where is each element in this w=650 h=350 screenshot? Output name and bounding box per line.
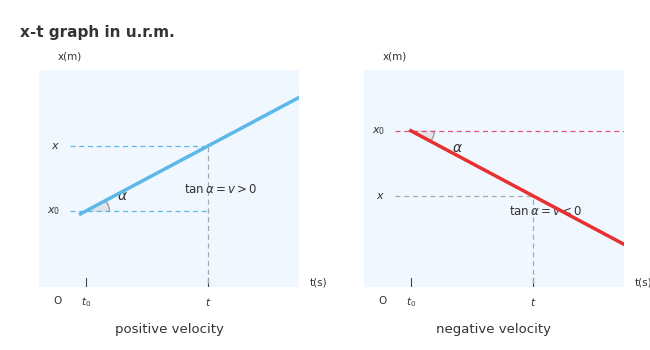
Text: negative velocity: negative velocity [437,323,551,336]
Text: $t$: $t$ [530,296,536,308]
Text: t(s): t(s) [309,278,327,288]
Text: $\tan\alpha = v > 0$: $\tan\alpha = v > 0$ [185,183,257,196]
Text: $x$: $x$ [376,191,385,201]
Text: $t_0$: $t_0$ [406,296,416,309]
Text: $\alpha$: $\alpha$ [117,189,127,203]
Text: x(m): x(m) [383,51,408,61]
Text: $\alpha$: $\alpha$ [452,141,463,155]
Text: positive velocity: positive velocity [114,323,224,336]
Text: x-t graph in u.r.m.: x-t graph in u.r.m. [20,25,174,40]
Text: $x_0$: $x_0$ [372,125,385,136]
Text: $x_0$: $x_0$ [47,205,60,217]
Text: $t$: $t$ [205,296,211,308]
Text: O: O [378,296,386,306]
Text: x(m): x(m) [58,51,83,61]
Text: t(s): t(s) [634,278,650,288]
Text: O: O [53,296,61,306]
Polygon shape [411,131,434,141]
Polygon shape [86,201,109,211]
Text: $x$: $x$ [51,141,60,151]
Text: $t_0$: $t_0$ [81,296,91,309]
Text: $\tan\alpha = v < 0$: $\tan\alpha = v < 0$ [510,204,582,218]
